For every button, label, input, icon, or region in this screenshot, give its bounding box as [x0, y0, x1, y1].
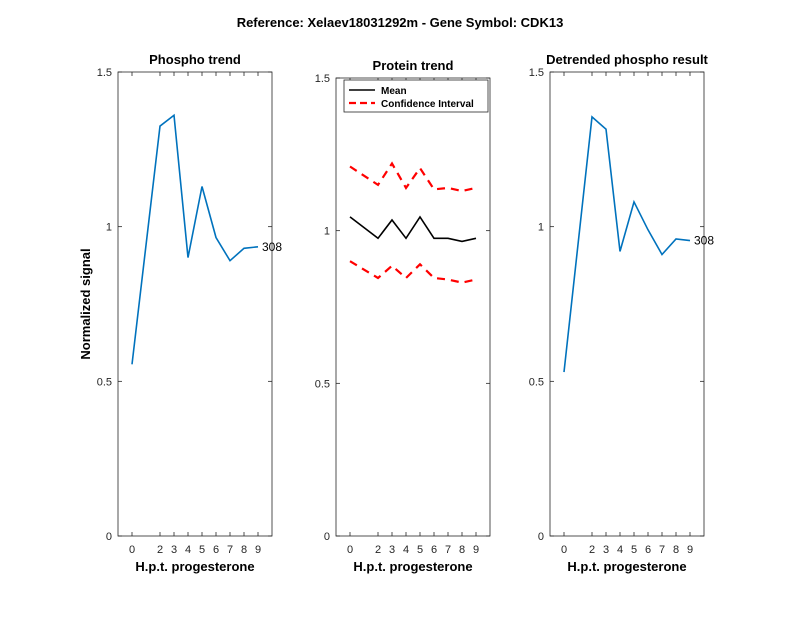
x-axis-label: H.p.t. progesterone — [353, 559, 472, 574]
y-tick-label: 1 — [324, 226, 330, 238]
x-tick-label: 3 — [389, 544, 395, 556]
panel-title: Protein trend — [373, 58, 454, 73]
y-tick-label: 1 — [106, 222, 112, 234]
panel-title: Phospho trend — [149, 52, 241, 67]
x-tick-label: 7 — [445, 544, 451, 556]
y-tick-label: 1.5 — [315, 73, 330, 85]
y-tick-label: 0.5 — [529, 376, 544, 388]
x-tick-label: 2 — [375, 544, 381, 556]
legend-entry: Confidence Interval — [381, 99, 474, 110]
x-tick-label: 9 — [473, 544, 479, 556]
x-tick-label: 2 — [157, 544, 163, 556]
x-tick-label: 5 — [417, 544, 423, 556]
x-tick-label: 0 — [561, 544, 567, 556]
x-tick-label: 8 — [241, 544, 247, 556]
y-tick-label: 0 — [324, 531, 330, 543]
x-tick-label: 3 — [171, 544, 177, 556]
x-tick-label: 9 — [687, 544, 693, 556]
x-tick-label: 2 — [589, 544, 595, 556]
annotation-label: 308 — [694, 234, 714, 248]
x-axis-label: H.p.t. progesterone — [135, 559, 254, 574]
x-tick-label: 9 — [255, 544, 261, 556]
figure-suptitle: Reference: Xelaev18031292m - Gene Symbol… — [237, 15, 564, 30]
x-tick-label: 4 — [617, 544, 623, 556]
y-tick-label: 0.5 — [315, 378, 330, 390]
y-tick-label: 1 — [538, 222, 544, 234]
x-tick-label: 6 — [645, 544, 651, 556]
x-tick-label: 5 — [199, 544, 205, 556]
x-tick-label: 8 — [459, 544, 465, 556]
x-axis-label: H.p.t. progesterone — [567, 559, 686, 574]
x-tick-label: 6 — [431, 544, 437, 556]
y-tick-label: 1.5 — [529, 67, 544, 79]
annotation-label: 308 — [262, 240, 282, 254]
y-tick-label: 0.5 — [97, 376, 112, 388]
y-tick-label: 0 — [106, 531, 112, 543]
y-tick-label: 1.5 — [97, 67, 112, 79]
x-tick-label: 7 — [659, 544, 665, 556]
x-tick-label: 8 — [673, 544, 679, 556]
x-tick-label: 0 — [129, 544, 135, 556]
y-axis-label: Normalized signal — [78, 248, 93, 359]
x-tick-label: 6 — [213, 544, 219, 556]
x-tick-label: 0 — [347, 544, 353, 556]
x-tick-label: 7 — [227, 544, 233, 556]
panel-title: Detrended phospho result — [546, 52, 708, 67]
x-tick-label: 3 — [603, 544, 609, 556]
x-tick-label: 5 — [631, 544, 637, 556]
legend: Mean Confidence Interval — [344, 80, 488, 112]
y-tick-label: 0 — [538, 531, 544, 543]
x-tick-label: 4 — [185, 544, 191, 556]
legend-entry: Mean — [381, 86, 407, 97]
x-tick-label: 4 — [403, 544, 409, 556]
